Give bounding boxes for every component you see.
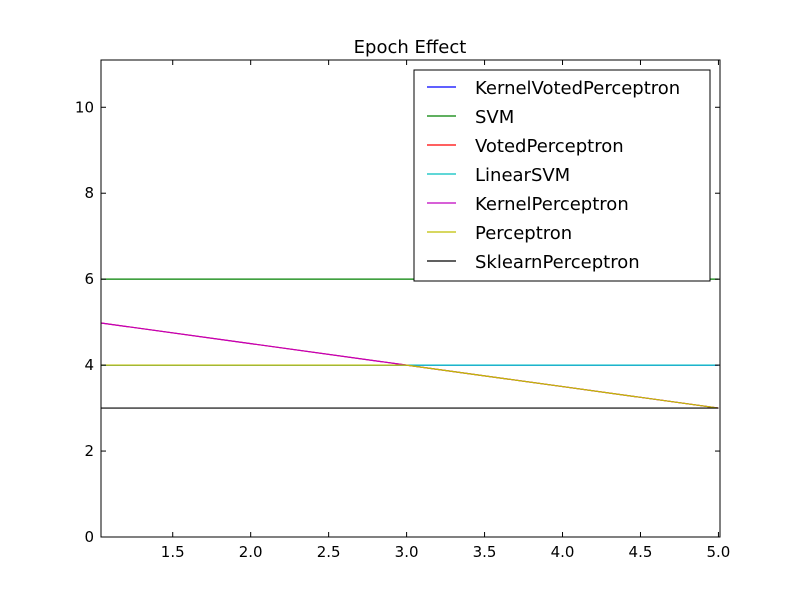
y-tick-label: 4 bbox=[84, 356, 94, 374]
legend-label-perceptron: Perceptron bbox=[475, 223, 572, 244]
y-tick-label: 2 bbox=[84, 442, 94, 460]
plot-frame bbox=[100, 59, 721, 538]
legend-label-svm: SVM bbox=[475, 107, 514, 128]
legend-label-votedperceptron: VotedPerceptron bbox=[475, 136, 624, 157]
x-tick-label: 2.5 bbox=[317, 543, 341, 561]
legend-label-kernelperceptron: KernelPerceptron bbox=[475, 194, 629, 215]
legend-label-sklearnperceptron: SklearnPerceptron bbox=[475, 252, 640, 273]
y-tick-label: 8 bbox=[84, 184, 94, 202]
x-tick-label: 5.0 bbox=[707, 543, 731, 561]
y-tick-label: 10 bbox=[75, 98, 94, 116]
x-tick-label: 3.5 bbox=[473, 543, 497, 561]
x-tick-label: 4.5 bbox=[629, 543, 653, 561]
x-tick-label: 2.0 bbox=[239, 543, 263, 561]
legend-box bbox=[413, 69, 711, 282]
legend-label-linearsvm: LinearSVM bbox=[475, 165, 570, 186]
axes: 1.5 2.0 2.5 3.0 3.5 4.0 4.5 5.0 0 2 4 6 8 10 bbox=[75, 59, 731, 561]
legend-label-kernelvotedperceptron: KernelVotedPerceptron bbox=[475, 78, 680, 99]
x-tick-label: 4.0 bbox=[551, 543, 575, 561]
chart-title: Epoch Effect bbox=[354, 37, 467, 58]
legend: KernelVotedPerceptron SVM VotedPerceptron L… bbox=[413, 69, 711, 282]
x-tick-label: 1.5 bbox=[161, 543, 185, 561]
x-tick-label: 3.0 bbox=[395, 543, 419, 561]
series-line-perceptron bbox=[101, 364, 719, 409]
y-tick-label: 0 bbox=[84, 528, 94, 546]
y-tick-label: 6 bbox=[84, 270, 94, 288]
plot-area bbox=[101, 278, 719, 409]
